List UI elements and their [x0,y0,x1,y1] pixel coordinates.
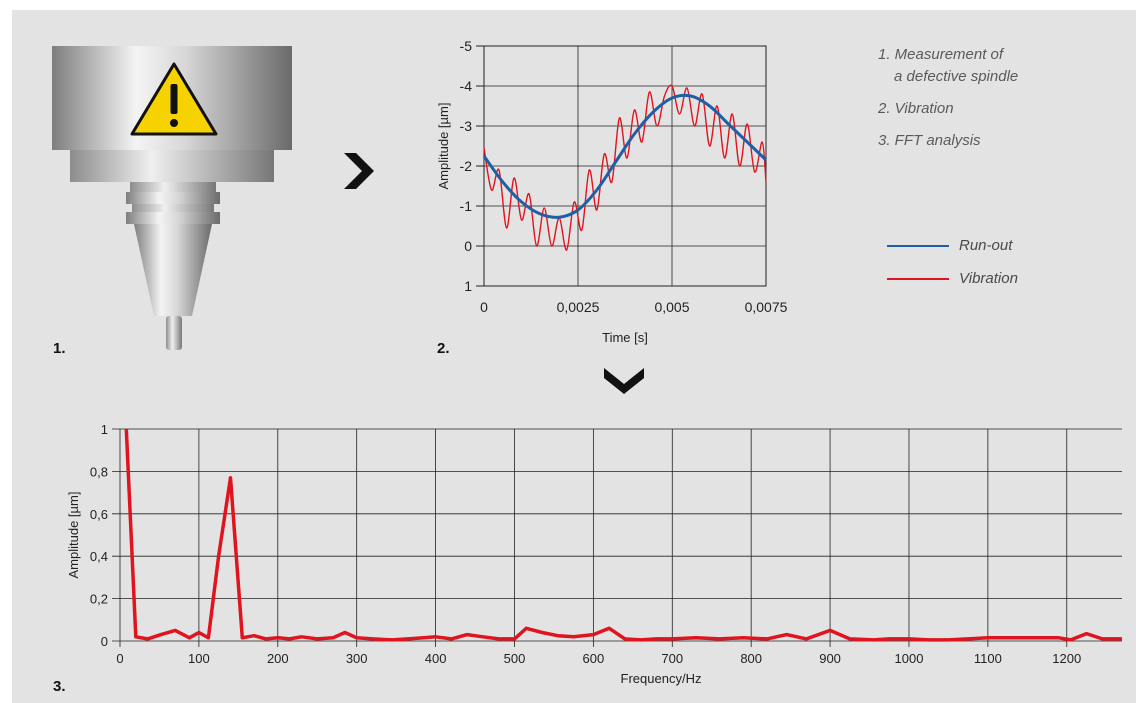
chart2-x-tick-label: 500 [504,651,526,666]
legend-vibration-label: Vibration [959,270,1018,287]
chart1-y-tick-label: -4 [460,78,473,94]
chart2-x-tick-label: 800 [740,651,762,666]
chart1-y-axis-label: Amplitude [µm] [436,103,451,190]
chart1-grid [476,46,766,286]
steps-legend: 1. Measurement of a defective spindle 2.… [878,44,1018,152]
chart1-y-tick-label: -3 [460,118,473,134]
legend-item-1-line2: a defective spindle [878,66,1018,88]
chart1-x-tick-label: 0,005 [654,299,689,315]
chart2-x-tick-label: 100 [188,651,210,666]
chart2-x-tick-label: 200 [267,651,289,666]
legend-item-3: 3. FFT analysis [878,130,1018,152]
legend-runout: Run-out [887,237,1012,254]
chart2-x-tick-label: 400 [425,651,447,666]
chart1-x-tick-label: 0,0025 [557,299,600,315]
chart2-x-axis-label: Frequency/Hz [621,671,702,686]
figure-panel: 1. 2. 3. -5 -4 -3 -2 -1 0 1 0 0,0025 0,005 0,0075 T… [12,10,1136,703]
chart1-x-tick-label: 0,0075 [745,299,788,315]
spindle-with-warning-icon [52,46,292,356]
chart2-series-vibration [126,429,1122,640]
legend-item-1-line1: 1. Measurement of [878,44,1018,66]
chevron-right-icon [342,151,376,191]
chart2-y-axis-label: Amplitude [µm] [66,492,81,579]
legend-vibration-swatch [887,278,949,280]
chart2-x-tick-label: 1100 [974,651,1002,666]
legend-runout-swatch [887,245,949,247]
chart1-y-tick-label: -1 [460,198,473,214]
chart2-y-tick-label: 0 [101,634,108,649]
chart2-y-tick-label: 0,6 [90,507,108,522]
step-label-1: 1. [53,340,66,357]
chart1-y-tick-label: 0 [464,238,472,254]
legend-item-2: 2. Vibration [878,98,1018,120]
chart2-x-tick-label: 0 [116,651,123,666]
legend-vibration: Vibration [887,270,1018,287]
chart2-x-tick-label: 1200 [1052,651,1081,666]
chart1-y-tick-label: -2 [460,158,473,174]
chart2-x-tick-label: 300 [346,651,368,666]
chart1-x-tick-label: 0 [480,299,488,315]
legend-runout-label: Run-out [959,237,1012,254]
chevron-down-icon [602,366,646,396]
chart2-x-tick-label: 700 [661,651,683,666]
chart2-y-tick-label: 0,8 [90,464,108,479]
chart1-y-tick-label: 1 [464,278,472,294]
fft-chart: 0 0,2 0,4 0,6 0,8 1 0 100 200 300 400 500 600 700 800 9… [42,415,1132,695]
chart2-x-tick-label: 900 [819,651,841,666]
chart1-series-vibration [484,85,766,250]
chart1-y-tick-label: -5 [460,40,473,54]
chart2-x-tick-label: 1000 [895,651,924,666]
chart2-grid [112,429,1122,647]
chart2-y-tick-label: 1 [101,422,108,437]
chart2-y-tick-label: 0,2 [90,592,108,607]
chart1-x-axis-label: Time [s] [602,330,648,345]
chart2-y-tick-label: 0,4 [90,549,108,564]
chart2-x-tick-label: 600 [583,651,605,666]
